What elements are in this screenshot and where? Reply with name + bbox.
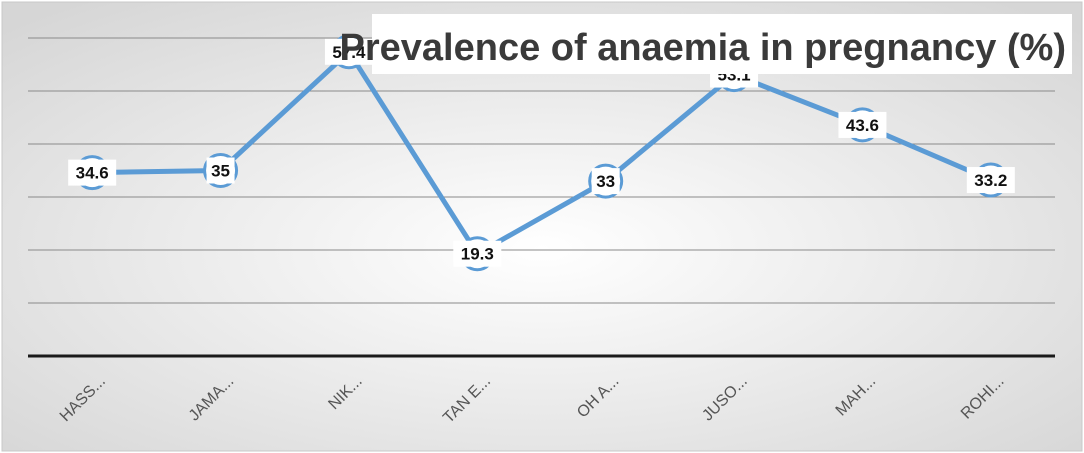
data-label: 33 [596, 172, 615, 191]
data-label: 34.6 [76, 164, 109, 183]
data-label-box [206, 157, 235, 184]
data-label: 19.3 [461, 245, 494, 264]
data-label-box [838, 111, 887, 138]
data-label: 57.4 [332, 43, 366, 62]
data-label-box [591, 168, 620, 195]
data-label-box [453, 240, 502, 267]
chart-title-backdrop [372, 14, 1072, 74]
data-label: 33.2 [974, 171, 1007, 190]
data-label-box [68, 159, 117, 186]
data-label-box [966, 167, 1015, 194]
data-label: 43.6 [846, 116, 879, 135]
chart-title: Prevalence of anaemia in pregnancy (%) [340, 27, 1067, 69]
data-label-box [324, 38, 373, 65]
data-label: 35 [211, 162, 230, 181]
